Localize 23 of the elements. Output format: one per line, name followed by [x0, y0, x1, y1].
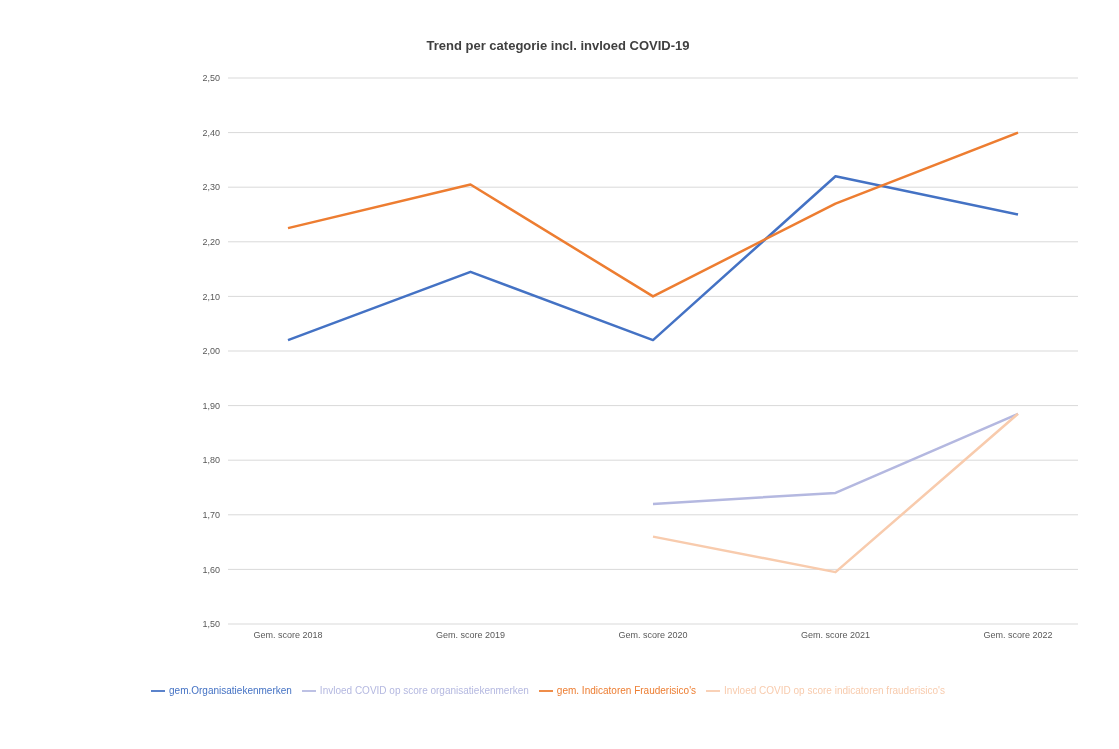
line-series — [286, 131, 1020, 298]
y-tick-label: 1,60 — [202, 564, 220, 575]
y-tick-label: 2,00 — [202, 346, 220, 357]
x-tick-label: Gem. score 2022 — [983, 630, 1053, 641]
x-tick-label: Gem. score 2020 — [618, 630, 688, 641]
y-tick-label: 1,80 — [202, 455, 220, 466]
x-tick-label: Gem. score 2021 — [800, 630, 871, 641]
y-tick-label: 1,50 — [202, 619, 220, 630]
line-series — [286, 175, 1020, 342]
y-tick-label: 1,90 — [202, 400, 220, 411]
y-tick-label: 2,20 — [202, 237, 220, 247]
x-tick-label: Gem. score 2019 — [435, 630, 506, 641]
y-tick-label: 2,10 — [202, 291, 220, 302]
y-tick-label: 2,30 — [202, 182, 220, 193]
x-tick-label: Gem. score 2018 — [253, 630, 323, 641]
chart-title: Trend per categorie incl. invloed COVID-19 — [425, 37, 691, 55]
y-tick-label: 2,50 — [202, 73, 220, 84]
legend-label: gem. Indicatoren Frauderisico's — [556, 684, 697, 696]
legend-label: gem.Organisatiekenmerken — [169, 684, 292, 696]
y-tick-label: 2,40 — [202, 127, 220, 138]
y-tick-label: 1,70 — [202, 509, 220, 520]
legend-label: Invloed COVID op score organisatiekenmerken — [319, 684, 529, 696]
legend-label: Invloed COVID op score indicatoren frauderisico's — [724, 684, 945, 696]
